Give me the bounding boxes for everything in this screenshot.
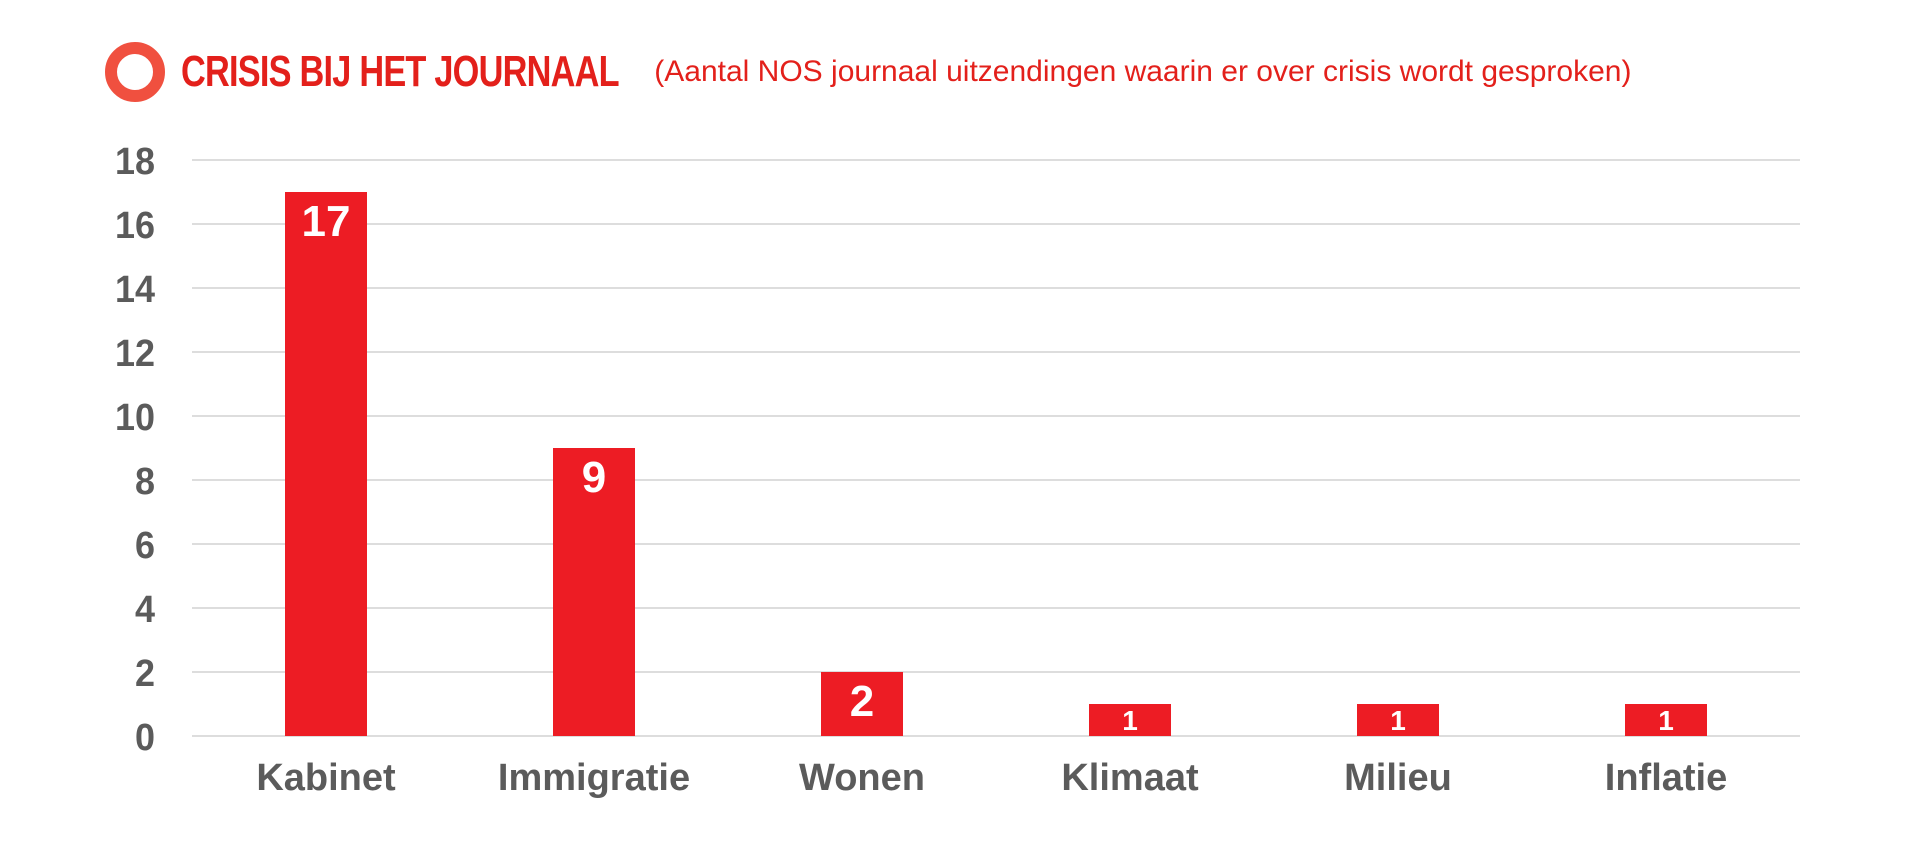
data-label: 2 (850, 677, 874, 726)
data-label: 1 (1658, 705, 1674, 736)
y-tick-label: 12 (115, 333, 155, 375)
x-tick-label: Immigratie (498, 757, 690, 799)
y-tick-label: 16 (115, 205, 155, 247)
y-axis: 0 2 4 6 8 10 12 14 16 18 (115, 141, 155, 759)
y-tick-label: 2 (135, 653, 155, 695)
y-tick-label: 8 (135, 461, 155, 503)
x-axis: Kabinet Immigratie Wonen Klimaat Milieu Infla… (256, 757, 1727, 799)
chart-header: CRISIS BIJ HET JOURNAAL (Aantal NOS jour… (105, 42, 1631, 102)
bar-immigratie (553, 448, 635, 736)
gridlines (192, 159, 1800, 737)
data-label: 1 (1122, 705, 1138, 736)
x-tick-label: Wonen (799, 757, 925, 799)
data-label: 9 (582, 453, 606, 502)
x-tick-label: Kabinet (256, 757, 396, 799)
x-tick-label: Klimaat (1061, 757, 1199, 799)
bar-milieu (1357, 704, 1439, 736)
x-tick-label: Milieu (1344, 757, 1452, 799)
y-tick-label: 0 (135, 717, 155, 759)
x-tick-label: Inflatie (1605, 757, 1727, 799)
bar-klimaat (1089, 704, 1171, 736)
y-tick-label: 14 (115, 269, 155, 311)
chart-title: CRISIS BIJ HET JOURNAAL (181, 47, 620, 96)
y-tick-label: 4 (135, 589, 155, 631)
data-label: 17 (302, 197, 351, 246)
bar-wonen (821, 672, 903, 736)
chart-subtitle: (Aantal NOS journaal uitzendingen waarin… (654, 55, 1632, 88)
y-tick-label: 10 (115, 397, 155, 439)
bars: 17 9 2 1 1 1 (285, 192, 1707, 736)
y-tick-label: 6 (135, 525, 155, 567)
bar-inflatie (1625, 704, 1707, 736)
bar-kabinet (285, 192, 367, 736)
data-label: 1 (1390, 705, 1406, 736)
y-tick-label: 18 (115, 141, 155, 183)
